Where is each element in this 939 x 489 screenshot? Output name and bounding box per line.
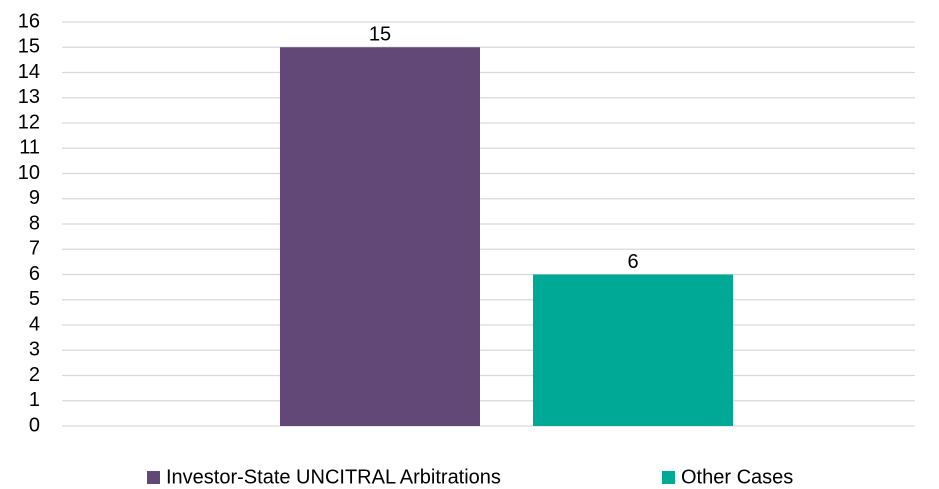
data-label: 6 — [627, 251, 638, 273]
y-tick-label: 12 — [18, 111, 40, 133]
y-tick-label: 0 — [29, 414, 40, 436]
legend-label: Other Cases — [681, 466, 793, 488]
bar — [533, 274, 733, 426]
y-tick-label: 14 — [18, 61, 40, 83]
y-tick-label: 1 — [29, 389, 40, 411]
y-tick-label: 10 — [18, 162, 40, 184]
y-tick-label: 6 — [29, 263, 40, 285]
y-tick-label: 8 — [29, 212, 40, 234]
y-tick-label: 3 — [29, 339, 40, 361]
bar — [280, 47, 480, 426]
y-tick-label: 11 — [19, 137, 40, 159]
data-label: 15 — [369, 24, 391, 46]
y-tick-label: 13 — [18, 86, 40, 108]
y-tick-label: 15 — [18, 36, 40, 58]
y-tick-label: 9 — [29, 187, 40, 209]
y-tick-label: 4 — [29, 313, 40, 335]
legend-label: Investor-State UNCITRAL Arbitrations — [166, 466, 501, 488]
legend-swatch — [662, 471, 675, 484]
y-tick-label: 16 — [18, 10, 40, 32]
legend-swatch — [147, 471, 160, 484]
y-tick-label: 7 — [29, 238, 40, 260]
y-tick-label: 5 — [29, 288, 40, 310]
y-tick-label: 2 — [29, 364, 40, 386]
